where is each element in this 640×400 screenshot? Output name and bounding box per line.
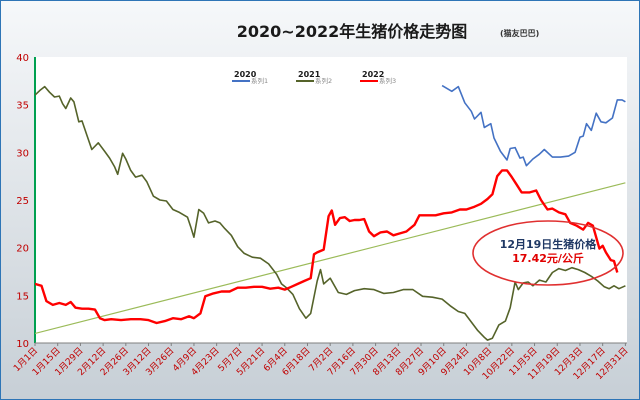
chart-title: 2020~2022年生猪价格走势图 [237, 22, 467, 41]
series-line-2020 [441, 84, 626, 167]
series-layer [35, 84, 626, 341]
y-tick-label: 35 [16, 101, 29, 112]
y-tick-label: 10 [16, 339, 29, 350]
annotation-ellipse [472, 220, 624, 286]
y-tick-label: 30 [16, 148, 29, 159]
legend-name-2020: 2020 [234, 70, 257, 79]
trend-line [35, 182, 626, 335]
legend-sub-2020: 系列1 [251, 76, 268, 85]
y-tick-label: 40 [16, 53, 29, 64]
annotation-line1: 12月19日生猪价格 [500, 237, 598, 251]
chart-title-note: (猫友巴巴) [500, 28, 539, 38]
legend-name-2022: 2022 [362, 70, 384, 79]
legend-sub-2022: 系列3 [379, 76, 396, 85]
series-line-2021 [35, 85, 626, 341]
series-line-2022 [35, 169, 619, 325]
legend-sub-2021: 系列2 [315, 76, 332, 85]
y-tick-labels: 10 15 20 25 30 35 40 [16, 53, 29, 350]
legend-name-2021: 2021 [298, 70, 321, 79]
annotation-callout: 12月19日生猪价格 17.42元/公斤 [472, 220, 624, 286]
y-tick-label: 15 [16, 291, 29, 302]
annotation-line2: 17.42元/公斤 [512, 251, 584, 265]
plot-area [35, 57, 627, 343]
y-tick-label: 20 [16, 244, 29, 255]
y-tick-label: 25 [16, 196, 29, 207]
